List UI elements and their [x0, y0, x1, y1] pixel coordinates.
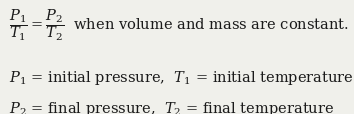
- Text: $P_2$ = final pressure,  $T_2$ = final temperature: $P_2$ = final pressure, $T_2$ = final te…: [9, 99, 334, 114]
- Text: $\dfrac{P_1}{T_1} = \dfrac{P_2}{T_2}$  when volume and mass are constant.: $\dfrac{P_1}{T_1} = \dfrac{P_2}{T_2}$ wh…: [9, 8, 349, 43]
- Text: $P_1$ = initial pressure,  $T_1$ = initial temperature: $P_1$ = initial pressure, $T_1$ = initia…: [9, 68, 354, 86]
